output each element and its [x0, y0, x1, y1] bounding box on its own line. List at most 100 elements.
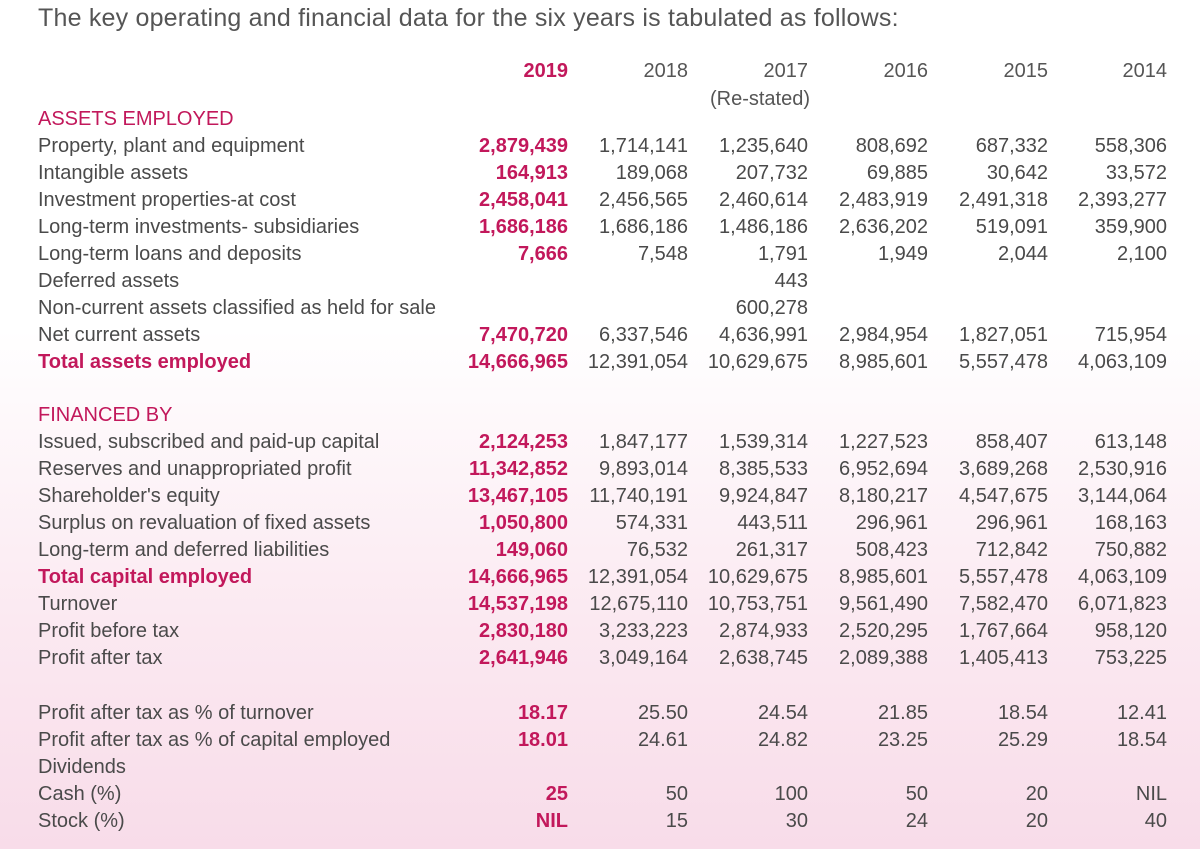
table-row: Property, plant and equipment 2,879,439 1,… [0, 133, 1200, 160]
cell-2017: 600,278 [735, 297, 808, 319]
cell-2018: 25.50 [637, 702, 688, 724]
cell-2016: 808,692 [855, 135, 928, 157]
cell-2015: 1,405,413 [959, 647, 1048, 669]
table-row: Turnover 14,537,198 12,675,110 10,753,751 9,… [0, 591, 1200, 618]
cell-2018: 12,675,110 [589, 593, 688, 615]
cell-2017: 2,874,933 [719, 620, 808, 642]
cell-2014: 40 [1144, 810, 1167, 832]
cell-2014: 12.41 [1116, 702, 1167, 724]
table-row: Issued, subscribed and paid-up capital 2,… [0, 429, 1200, 456]
row-label: Net current assets [38, 324, 201, 346]
row-label: Long-term loans and deposits [38, 243, 302, 265]
cell-2017: 10,629,675 [707, 351, 808, 373]
cell-2016: 508,423 [855, 539, 928, 561]
cell-2017: 443,511 [737, 512, 808, 534]
table-row: Long-term loans and deposits 7,666 7,548 1,… [0, 241, 1200, 268]
row-label: Long-term and deferred liabilities [38, 539, 330, 561]
cell-2018: 9,893,014 [599, 458, 688, 480]
table-row: Non-current assets classified as held fo… [0, 295, 1200, 322]
row-label: Profit after tax as % of capital employe… [38, 729, 391, 751]
cell-2019: 149,060 [495, 539, 568, 561]
row-label: Reserves and unappropriated profit [38, 458, 352, 480]
table-row: Long-term investments- subsidiaries 1,686… [0, 214, 1200, 241]
table-row: Profit before tax 2,830,180 3,233,223 2,874… [0, 618, 1200, 645]
section-label: ASSETS EMPLOYED [38, 108, 234, 130]
cell-2019: 2,830,180 [479, 620, 568, 642]
cell-2018: 3,049,164 [599, 647, 688, 669]
row-label: Profit after tax [38, 647, 163, 669]
table-row: Profit after tax as % of capital employe… [0, 727, 1200, 754]
cell-2016: 2,636,202 [839, 216, 928, 238]
cell-2019: 14,666,965 [467, 351, 568, 373]
cell-2017: 10,629,675 [707, 566, 808, 588]
cell-2018: 189,068 [615, 162, 688, 184]
cell-2016: 9,561,490 [839, 593, 928, 615]
row-label: Intangible assets [38, 162, 189, 184]
restated-note: (Re-stated) [709, 88, 810, 110]
cell-2015: 858,407 [975, 431, 1048, 453]
section-label: FINANCED BY [38, 404, 173, 426]
cell-2018: 6,337,546 [599, 324, 688, 346]
cell-2014: NIL [1135, 783, 1167, 805]
row-label: Shareholder's equity [38, 485, 220, 507]
row-label: Surplus on revaluation of fixed assets [38, 512, 371, 534]
cell-2019: 2,879,439 [479, 135, 568, 157]
cell-2014: 2,100 [1116, 243, 1167, 265]
row-label: Deferred assets [38, 270, 180, 292]
cell-2014: 2,530,916 [1078, 458, 1167, 480]
cell-2019: NIL [535, 810, 568, 832]
cell-2017: 1,791 [757, 243, 808, 265]
cell-2015: 2,044 [997, 243, 1048, 265]
cell-2019: 14,537,198 [467, 593, 568, 615]
cell-2014: 2,393,277 [1078, 189, 1167, 211]
cell-2018: 50 [665, 783, 688, 805]
cell-2016: 8,985,601 [839, 351, 928, 373]
cell-2016: 1,227,523 [839, 431, 928, 453]
table-row: Stock (%) NIL 15 30 24 20 40 [0, 808, 1200, 835]
year-header: 2017 [763, 60, 809, 82]
cell-2014: 715,954 [1094, 324, 1167, 346]
table-row: Net current assets 7,470,720 6,337,546 4,63… [0, 322, 1200, 349]
cell-2014: 33,572 [1105, 162, 1167, 184]
cell-2017: 24.54 [757, 702, 808, 724]
cell-2016: 2,089,388 [839, 647, 928, 669]
cell-2017: 4,636,991 [719, 324, 808, 346]
cell-2016: 69,885 [866, 162, 928, 184]
cell-2018: 2,456,565 [599, 189, 688, 211]
cell-2014: 753,225 [1094, 647, 1167, 669]
table-row: Reserves and unappropriated profit 11,342… [0, 456, 1200, 483]
row-label: Profit before tax [38, 620, 180, 642]
cell-2015: 2,491,318 [959, 189, 1048, 211]
cell-2018: 7,548 [637, 243, 688, 265]
cell-2015: 687,332 [975, 135, 1048, 157]
cell-2019: 7,666 [517, 243, 568, 265]
cell-2016: 21.85 [877, 702, 928, 724]
cell-2015: 30,642 [986, 162, 1048, 184]
cell-2017: 100 [774, 783, 808, 805]
row-label: Long-term investments- subsidiaries [38, 216, 360, 238]
cell-2019: 14,666,965 [467, 566, 568, 588]
table-row: Intangible assets 164,913 189,068 207,732 69… [0, 160, 1200, 187]
row-label: Dividends [38, 756, 126, 778]
cell-2015: 7,582,470 [959, 593, 1048, 615]
cell-2014: 359,900 [1094, 216, 1167, 238]
table-row: Long-term and deferred liabilities 149,06… [0, 537, 1200, 564]
cell-2015: 18.54 [997, 702, 1048, 724]
cell-2017: 443 [774, 270, 808, 292]
cell-2018: 1,714,141 [599, 135, 688, 157]
cell-2017: 207,732 [735, 162, 808, 184]
cell-2015: 25.29 [997, 729, 1048, 751]
cell-2014: 958,120 [1094, 620, 1167, 642]
cell-2017: 9,924,847 [719, 485, 808, 507]
cell-2017: 2,460,614 [719, 189, 808, 211]
cell-2014: 750,882 [1094, 539, 1167, 561]
cell-2014: 6,071,823 [1078, 593, 1167, 615]
cell-2014: 4,063,109 [1078, 351, 1167, 373]
table-row: Surplus on revaluation of fixed assets 1,… [0, 510, 1200, 537]
cell-2018: 1,847,177 [599, 431, 688, 453]
table-row: Dividends [0, 754, 1200, 781]
cell-2014: 4,063,109 [1078, 566, 1167, 588]
cell-2015: 1,827,051 [959, 324, 1048, 346]
cell-2015: 1,767,664 [959, 620, 1048, 642]
total-row: Total assets employed 14,666,965 12,391,05… [0, 349, 1200, 376]
